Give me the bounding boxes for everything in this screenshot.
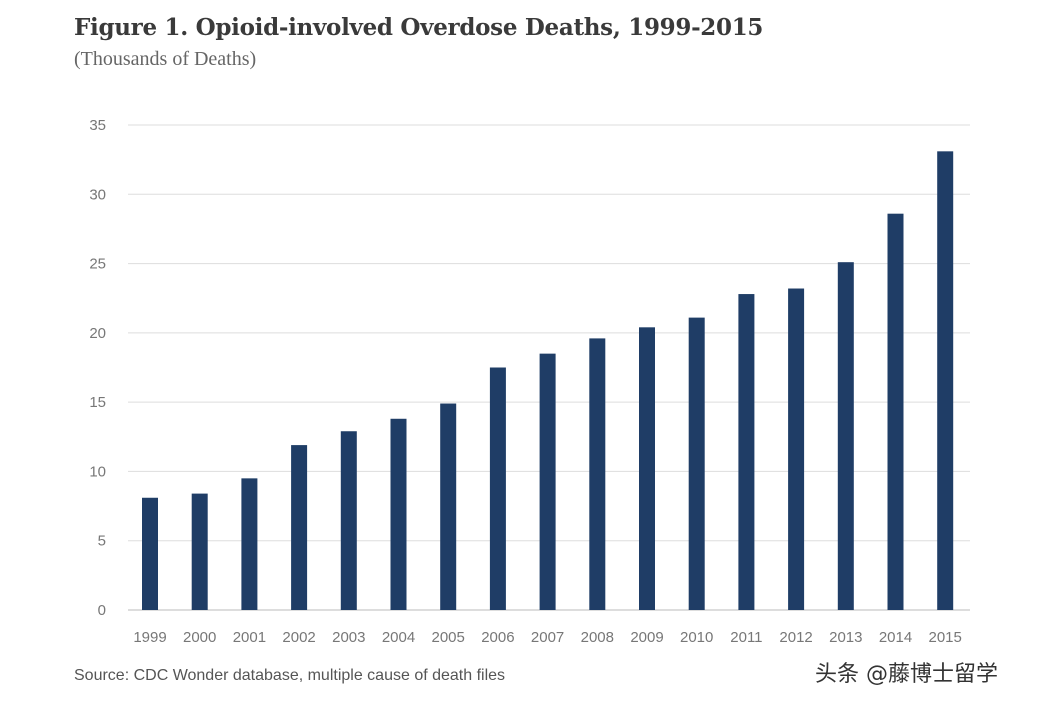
y-tick-label: 25 bbox=[89, 256, 106, 273]
x-tick-label: 2004 bbox=[382, 629, 415, 646]
x-tick-label: 2006 bbox=[481, 629, 514, 646]
x-tick-label: 2010 bbox=[680, 629, 713, 646]
bar-2003 bbox=[340, 431, 357, 610]
bar-1999 bbox=[142, 497, 158, 610]
x-tick-label: 2007 bbox=[531, 629, 564, 646]
x-tick-label: 2005 bbox=[432, 629, 465, 646]
bar-2009 bbox=[639, 327, 655, 610]
x-tick-label: 2000 bbox=[183, 629, 216, 646]
bar-2010 bbox=[688, 317, 705, 610]
bar-2002 bbox=[291, 445, 308, 610]
bar-2014 bbox=[887, 213, 904, 610]
source-note: Source: CDC Wonder database, multiple ca… bbox=[74, 667, 506, 684]
watermark: 头条 @藤博士留学 bbox=[815, 662, 998, 687]
bar-2011 bbox=[738, 294, 755, 610]
x-tick-label: 1999 bbox=[133, 629, 166, 646]
bar-2001 bbox=[241, 478, 258, 610]
bar-2007 bbox=[539, 353, 556, 610]
y-tick-label: 30 bbox=[89, 186, 106, 203]
bar-2013 bbox=[837, 262, 854, 610]
bar-2015 bbox=[937, 151, 954, 611]
x-tick-label: 2009 bbox=[630, 629, 663, 646]
chart-title: Figure 1. Opioid-involved Overdose Death… bbox=[74, 14, 764, 41]
y-tick-label: 5 bbox=[98, 533, 106, 550]
x-tick-label: 2011 bbox=[730, 629, 762, 646]
x-tick-label: 2012 bbox=[779, 629, 812, 646]
x-tick-label: 2014 bbox=[879, 629, 912, 646]
x-tick-label: 2002 bbox=[282, 629, 315, 646]
x-tick-label: 2015 bbox=[929, 629, 962, 646]
bar-2004 bbox=[390, 418, 407, 610]
y-tick-label: 10 bbox=[89, 463, 106, 480]
y-tick-label: 35 bbox=[89, 117, 106, 134]
x-tick-label: 2008 bbox=[581, 629, 614, 646]
chart-subtitle: (Thousands of Deaths) bbox=[74, 48, 257, 70]
x-tick-label: 2013 bbox=[829, 629, 862, 646]
y-tick-label: 15 bbox=[89, 394, 106, 411]
bar-2005 bbox=[440, 403, 457, 610]
y-tick-label: 20 bbox=[89, 325, 106, 342]
x-tick-label: 2003 bbox=[332, 629, 365, 646]
bar-2000 bbox=[191, 493, 208, 610]
bar-2006 bbox=[489, 367, 506, 610]
bar-2008 bbox=[589, 338, 606, 610]
x-tick-label: 2001 bbox=[233, 629, 266, 646]
y-tick-label: 0 bbox=[98, 602, 106, 619]
bar-2012 bbox=[788, 288, 805, 610]
